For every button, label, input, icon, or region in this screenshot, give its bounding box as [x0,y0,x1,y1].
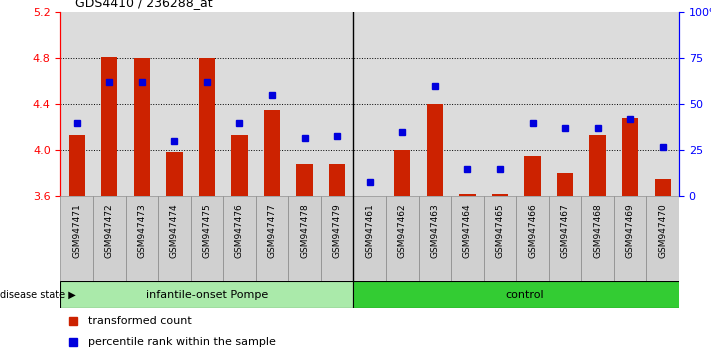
Bar [394,150,410,196]
Bar [646,196,679,281]
Bar [589,136,606,196]
Bar [223,196,256,281]
Text: GSM947464: GSM947464 [463,203,472,258]
Bar [459,194,476,196]
Text: GSM947463: GSM947463 [430,203,439,258]
Text: GSM947478: GSM947478 [300,203,309,258]
Bar [199,58,215,196]
Bar [419,196,451,281]
Bar [231,136,247,196]
Text: GSM947477: GSM947477 [267,203,277,258]
Bar [614,196,646,281]
Bar [321,196,353,281]
Bar [516,196,549,281]
Text: GSM947466: GSM947466 [528,203,537,258]
Bar [329,164,346,196]
Bar [101,57,117,196]
Bar [655,179,671,196]
Bar [60,281,353,308]
Text: GSM947468: GSM947468 [593,203,602,258]
Bar [353,196,386,281]
Text: GSM947467: GSM947467 [560,203,570,258]
Bar [353,281,695,308]
Text: infantile-onset Pompe: infantile-onset Pompe [146,290,268,300]
Text: GSM947470: GSM947470 [658,203,667,258]
Bar [492,194,508,196]
Bar [60,196,93,281]
Bar [264,110,280,196]
Text: percentile rank within the sample: percentile rank within the sample [88,337,276,348]
Bar [557,173,573,196]
Text: GSM947469: GSM947469 [626,203,635,258]
Text: GSM947474: GSM947474 [170,203,179,258]
Bar [582,196,614,281]
Bar [386,196,419,281]
Text: disease state ▶: disease state ▶ [0,290,76,300]
Bar [427,104,443,196]
Text: GSM947465: GSM947465 [496,203,504,258]
Bar [134,58,150,196]
Text: GSM947475: GSM947475 [203,203,211,258]
Bar [549,196,582,281]
Text: GSM947479: GSM947479 [333,203,342,258]
Text: control: control [505,290,544,300]
Text: GDS4410 / 236288_at: GDS4410 / 236288_at [75,0,213,9]
Bar [524,156,540,196]
Bar [483,196,516,281]
Bar [126,196,158,281]
Text: GSM947471: GSM947471 [73,203,81,258]
Bar [451,196,483,281]
Bar [191,196,223,281]
Bar [622,118,638,196]
Text: GSM947472: GSM947472 [105,203,114,258]
Bar [158,196,191,281]
Text: GSM947462: GSM947462 [397,203,407,258]
Bar [93,196,126,281]
Bar [68,136,85,196]
Text: GSM947473: GSM947473 [137,203,146,258]
Bar [289,196,321,281]
Text: transformed count: transformed count [88,316,192,326]
Text: GSM947476: GSM947476 [235,203,244,258]
Bar [256,196,289,281]
Text: GSM947461: GSM947461 [365,203,374,258]
Bar [166,152,183,196]
Bar [296,164,313,196]
